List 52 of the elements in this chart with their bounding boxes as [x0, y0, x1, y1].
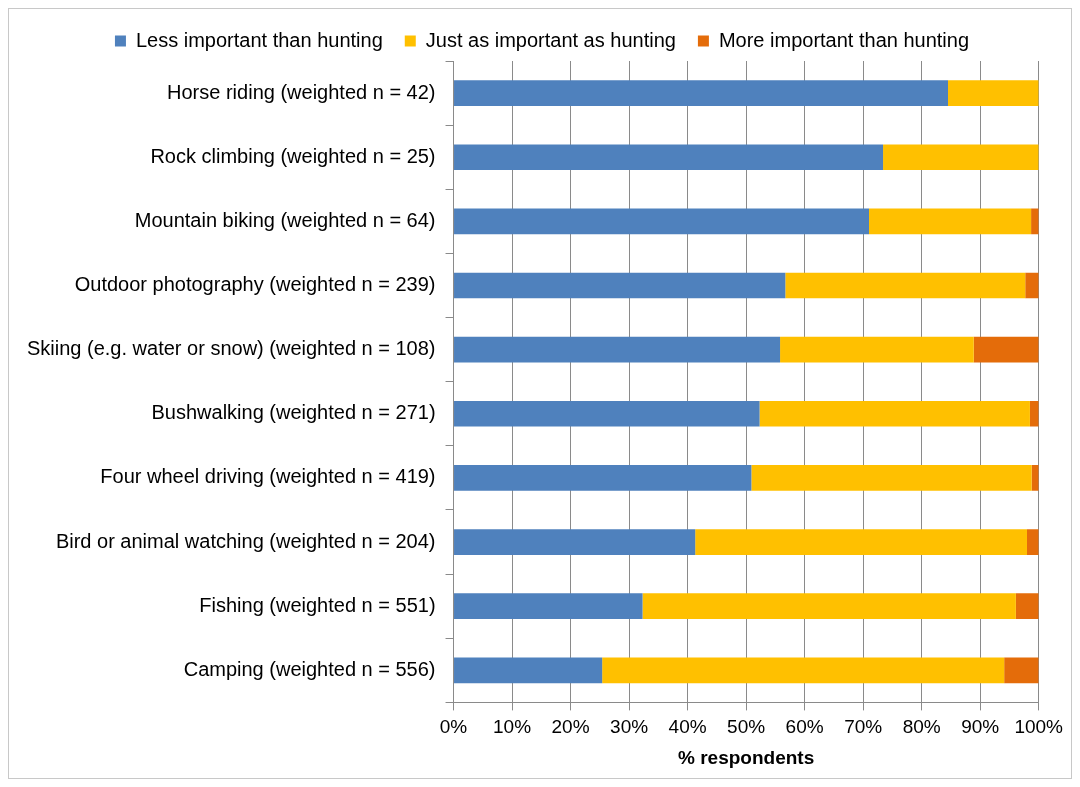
- bar: [695, 529, 1027, 555]
- x-axis-title: % respondents: [678, 746, 815, 768]
- x-tick-label: 30%: [610, 716, 649, 738]
- bar: [869, 208, 1032, 235]
- legend-label: More important than hunting: [718, 28, 970, 51]
- y-tick-label: Horse riding (weighted n = 42): [167, 80, 436, 103]
- bar: [1025, 272, 1039, 299]
- bar: [454, 144, 884, 171]
- bar: [454, 208, 869, 235]
- y-tick-label: Mountain biking (weighted n = 64): [134, 208, 436, 231]
- y-tick-label: Skiing (e.g. water or snow) (weighted n = 108): [26, 337, 436, 360]
- bar: [1004, 657, 1039, 684]
- bar: [454, 529, 696, 555]
- bar: [948, 80, 1039, 106]
- bar: [1027, 529, 1039, 555]
- x-tick-label: 90%: [961, 716, 1000, 738]
- bar: [454, 593, 643, 620]
- legend-label: Less important than hunting: [135, 28, 383, 51]
- bar: [1015, 593, 1039, 620]
- bar: [642, 593, 1016, 620]
- bar: [1029, 400, 1039, 427]
- bar: [751, 465, 1032, 491]
- x-tick-label: 50%: [727, 716, 766, 738]
- bar: [454, 272, 786, 299]
- bar: [785, 272, 1026, 299]
- bar: [454, 80, 948, 106]
- bar: [454, 657, 603, 684]
- bar: [883, 144, 1039, 171]
- x-tick-label: 10%: [493, 716, 532, 738]
- bar: [1031, 208, 1039, 235]
- bar: [454, 465, 752, 491]
- y-tick-label: Bird or animal watching (weighted n = 204): [55, 529, 436, 552]
- x-tick-label: 20%: [551, 716, 590, 738]
- y-tick-label: Fishing (weighted n = 551): [199, 593, 436, 616]
- y-tick-label: Camping (weighted n = 556): [183, 657, 436, 680]
- y-tick-label: Four wheel driving (weighted n = 419): [100, 465, 436, 488]
- bar: [454, 400, 760, 427]
- bar: [454, 336, 781, 363]
- y-tick-label: Outdoor photography (weighted n = 239): [74, 273, 436, 296]
- bar: [973, 336, 1039, 363]
- y-tick-label: Bushwalking (weighted n = 271): [151, 401, 436, 424]
- x-tick-label: 0%: [439, 716, 468, 738]
- x-tick-label: 70%: [844, 716, 883, 738]
- legend-label: Just as important as hunting: [425, 28, 676, 51]
- bar: [780, 336, 974, 363]
- y-tick-label: Rock climbing (weighted n = 25): [150, 144, 436, 167]
- x-tick-label: 60%: [785, 716, 824, 738]
- x-tick-label: 40%: [668, 716, 707, 738]
- x-tick-label: 100%: [1014, 716, 1064, 738]
- bar: [759, 400, 1030, 427]
- x-tick-label: 80%: [902, 716, 941, 738]
- bar: [602, 657, 1005, 684]
